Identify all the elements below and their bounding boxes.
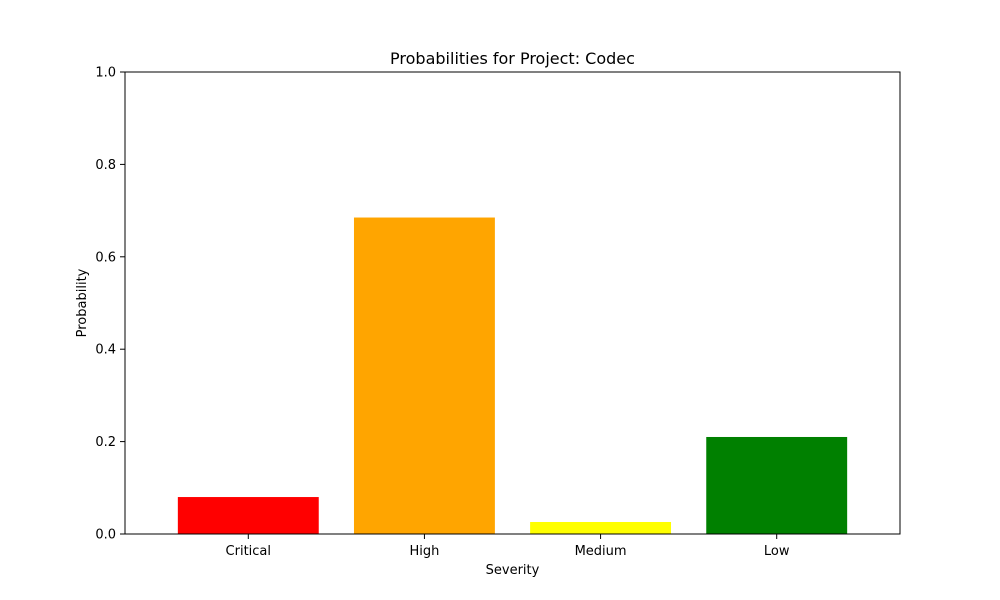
y-axis-label: Probability [75,268,90,337]
y-tick-label: 0.0 [95,528,116,543]
x-tick-label-low: Low [764,544,790,559]
bar-medium [530,521,672,534]
y-tick-label: 0.6 [95,250,116,265]
x-axis-ticks: Critical High Medium Low [226,534,790,559]
y-tick-label: 0.8 [95,158,116,173]
bar-high [353,217,495,534]
x-tick-label-critical: Critical [226,544,271,559]
x-tick-label-medium: Medium [575,544,627,559]
y-axis-ticks: 0.0 0.2 0.4 0.6 0.8 1.0 [95,66,125,543]
y-tick-label: 0.4 [95,343,116,358]
chart-title: Probabilities for Project: Codec [390,49,635,68]
bars-group [177,217,848,534]
y-tick-label: 1.0 [95,66,116,81]
bar-low [706,436,848,534]
bar-critical [177,497,319,534]
x-tick-label-high: High [409,544,439,559]
y-tick-label: 0.2 [95,435,116,450]
plot-frame [124,71,901,535]
x-axis-label: Severity [486,563,540,578]
